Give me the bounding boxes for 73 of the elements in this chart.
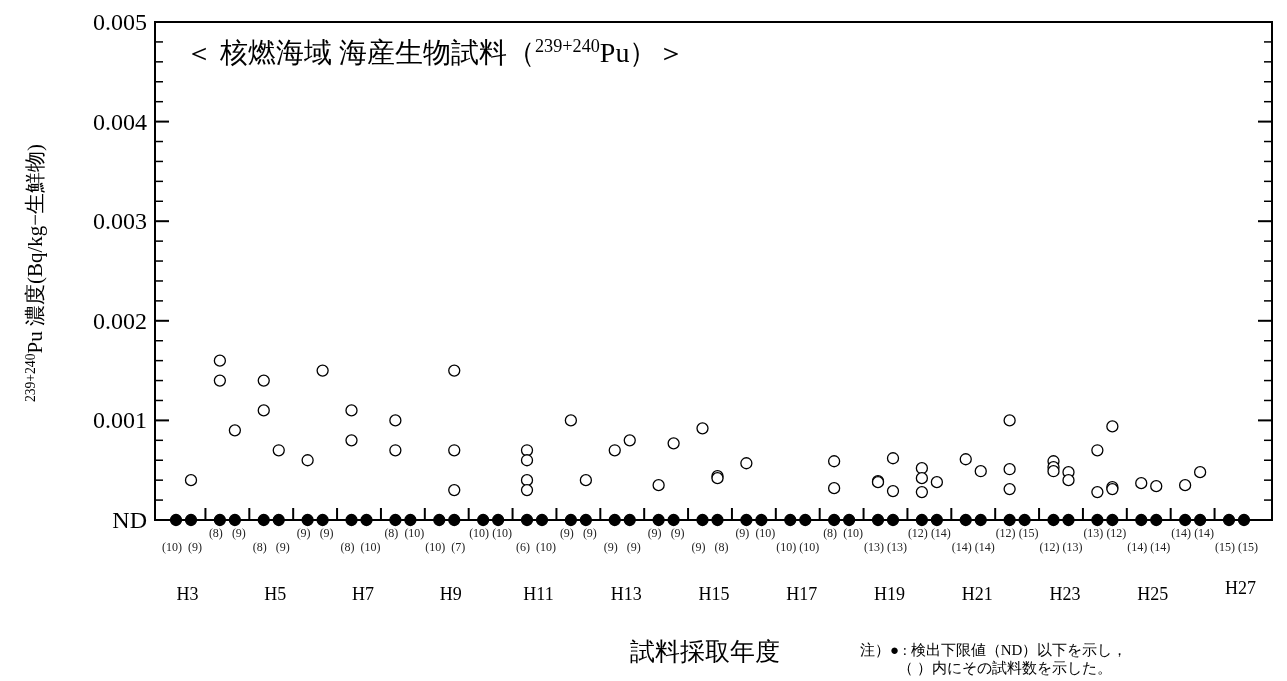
x-tick-label: (12) bbox=[1106, 526, 1127, 540]
x-tick-label: (14) bbox=[951, 540, 972, 554]
x-tick-label: (15) bbox=[1018, 526, 1039, 540]
text: H25 bbox=[1137, 584, 1169, 604]
y-tick-label: ND bbox=[112, 507, 147, 533]
x-tick-label: (13) bbox=[1062, 540, 1083, 554]
x-tick-label: (9) bbox=[626, 540, 641, 554]
x-tick-label: (14) bbox=[1150, 540, 1171, 554]
x-tick-label: (15) bbox=[1215, 540, 1235, 554]
x-tick-label: (9) bbox=[603, 540, 618, 554]
x-tick-label: (9) bbox=[319, 526, 334, 540]
x-tick-label: (12) bbox=[1039, 540, 1060, 554]
x-tick-label: (9) bbox=[559, 526, 574, 540]
x-tick-label: (10) bbox=[492, 526, 513, 540]
x-tick-label: (8) bbox=[252, 540, 267, 554]
x-tick-label: (13) bbox=[864, 540, 884, 554]
x-tick-label: (8) bbox=[823, 526, 838, 540]
x-tick-label: (9) bbox=[188, 540, 202, 554]
x-tick-label: (9) bbox=[691, 540, 706, 554]
x-tick-label: (12) bbox=[995, 526, 1016, 540]
x-axis-title: 試料採取年度 bbox=[630, 638, 780, 665]
x-tick-label: (14) bbox=[974, 540, 995, 554]
x-tick-label: (8) bbox=[384, 526, 399, 540]
text: H17 bbox=[786, 584, 818, 604]
text: H13 bbox=[610, 584, 642, 604]
x-tick-label: (10) bbox=[536, 540, 556, 554]
y-tick-label: 0.005 bbox=[93, 9, 147, 35]
x-tick-label: (14) bbox=[1194, 526, 1215, 540]
x-tick-label: (10) bbox=[425, 540, 446, 554]
x-tick-label: (12) bbox=[907, 526, 928, 540]
text: （ ）内にその試料数を示した。 bbox=[898, 660, 1112, 676]
x-tick-label: (10) bbox=[469, 526, 490, 540]
text: H21 bbox=[961, 584, 993, 604]
y-tick-label: 0.001 bbox=[93, 407, 147, 434]
x-tick-label: (10) bbox=[799, 540, 820, 554]
x-tick-label: (10) bbox=[843, 526, 864, 540]
x-tick-label: (10) bbox=[162, 540, 182, 554]
text: ＜ 核燃海域 海産生物試料（$^{239+240}$Pu）＞ bbox=[185, 36, 686, 68]
text: H5 bbox=[264, 584, 287, 604]
x-tick-label: (8) bbox=[340, 540, 355, 554]
text: H11 bbox=[523, 584, 554, 604]
x-tick-label: (15) bbox=[1238, 540, 1258, 554]
text: H15 bbox=[698, 584, 730, 604]
x-tick-label: (13) bbox=[887, 540, 907, 554]
x-tick-label: (9) bbox=[296, 526, 311, 540]
x-tick-label: (10) bbox=[776, 540, 797, 554]
x-tick-label: (7) bbox=[451, 540, 466, 554]
x-tick-label: (9) bbox=[647, 526, 662, 540]
x-tick-label: (8) bbox=[714, 540, 729, 554]
text: H19 bbox=[874, 584, 905, 604]
x-tick-label: (6) bbox=[516, 540, 530, 554]
text: H27 bbox=[1225, 578, 1256, 598]
text: H3 bbox=[176, 584, 199, 604]
x-tick-label: (9) bbox=[231, 526, 246, 540]
y-tick-label: 0.002 bbox=[93, 307, 147, 334]
x-tick-label: (13) bbox=[1083, 526, 1104, 540]
y-tick-label: 0.004 bbox=[93, 108, 147, 135]
x-tick-label: (8) bbox=[208, 526, 223, 540]
x-tick-label: (9) bbox=[582, 526, 597, 540]
x-tick-label: (14) bbox=[1127, 540, 1148, 554]
x-tick-label: (10) bbox=[404, 526, 425, 540]
x-tick-label: (14) bbox=[930, 526, 951, 540]
x-tick-label: (9) bbox=[735, 526, 750, 540]
y-tick-label: 0.003 bbox=[93, 208, 147, 235]
x-tick-label: (9) bbox=[275, 540, 290, 554]
x-tick-label: (10) bbox=[755, 526, 776, 540]
x-tick-label: (9) bbox=[670, 526, 685, 540]
text: 注）● : 検出下限値（ND）以下を示し， bbox=[860, 642, 1128, 658]
x-tick-label: (10) bbox=[360, 540, 381, 554]
x-tick-label: (14) bbox=[1171, 526, 1192, 540]
text: H23 bbox=[1049, 584, 1081, 604]
text: H7 bbox=[352, 584, 374, 604]
text: H9 bbox=[439, 584, 462, 604]
